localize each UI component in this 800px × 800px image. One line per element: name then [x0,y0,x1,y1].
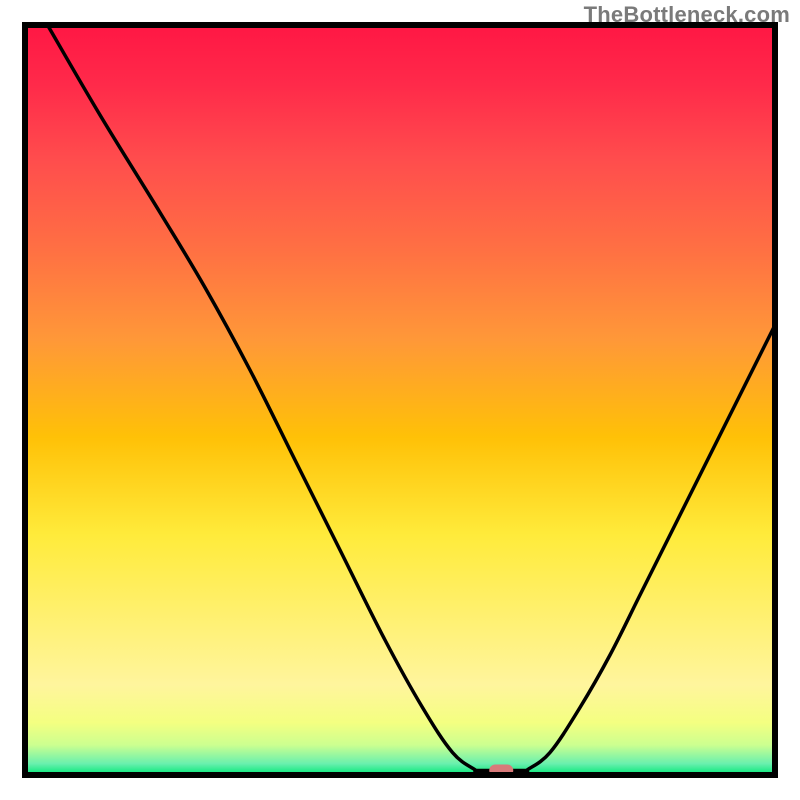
bottleneck-chart [0,0,800,800]
watermark-text: TheBottleneck.com [584,2,790,28]
plot-background [25,25,775,775]
chart-container: TheBottleneck.com [0,0,800,800]
